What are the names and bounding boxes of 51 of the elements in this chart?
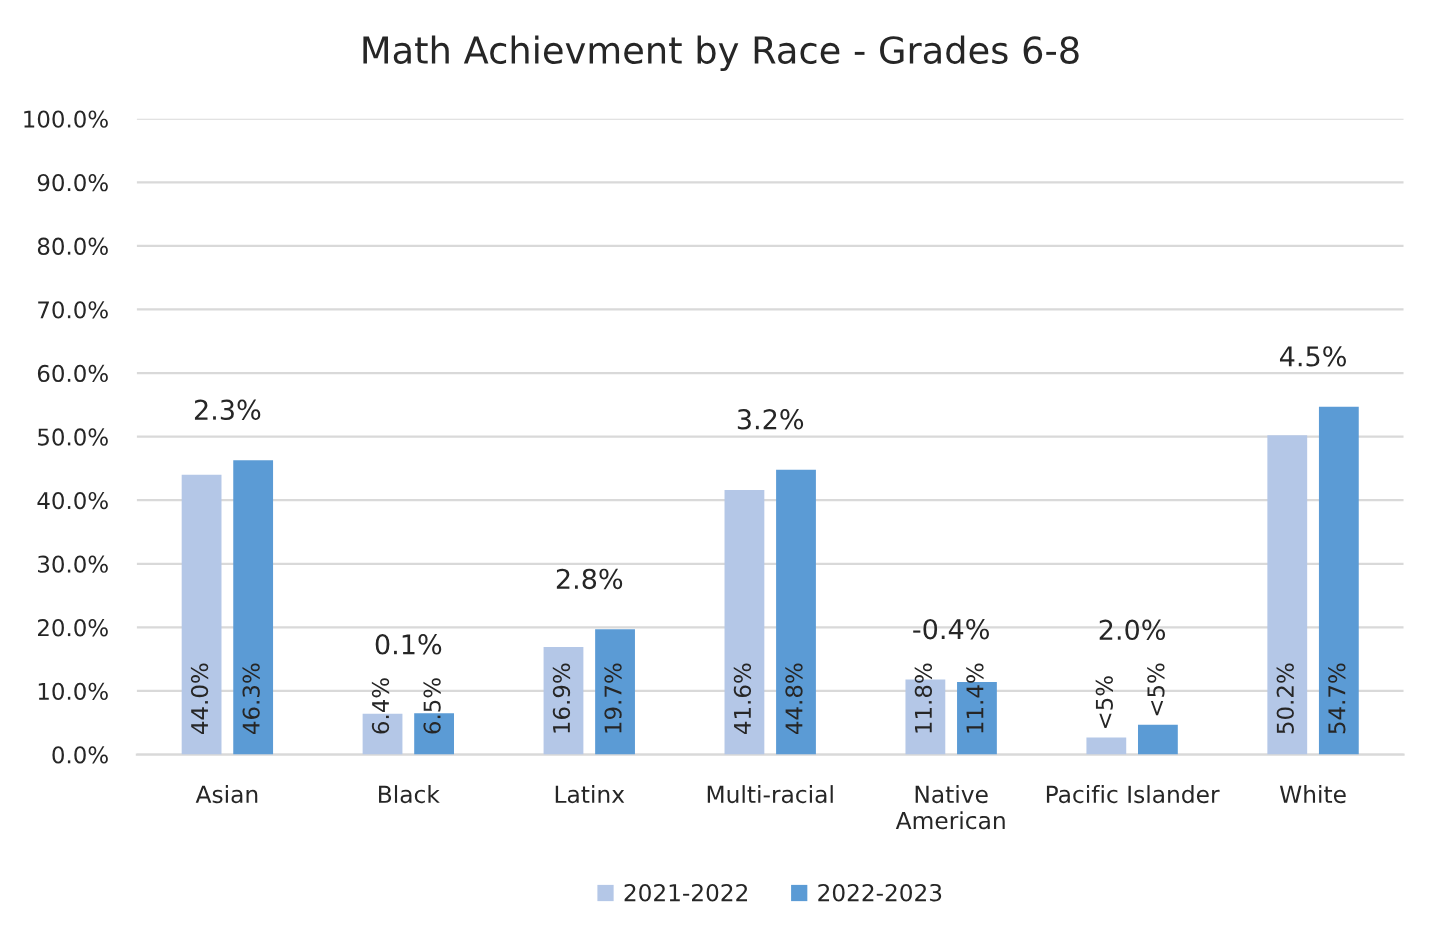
y-tick-label: 80.0% xyxy=(37,237,108,255)
y-tick-label: 90.0% xyxy=(37,174,108,192)
annotation: 3.2% xyxy=(737,409,804,430)
bar xyxy=(1086,737,1127,755)
legend-label: 2022-2023 xyxy=(818,883,942,902)
annotation: 0.1% xyxy=(375,634,442,655)
x-tick-label: Black xyxy=(379,785,440,804)
x-tick-label: Pacific Islander xyxy=(1046,785,1220,804)
annotation: 2.0% xyxy=(1099,619,1166,641)
x-tick-label: Asian xyxy=(195,785,258,804)
data-label: 50.2% xyxy=(1276,663,1294,734)
bar xyxy=(1267,435,1308,755)
y-tick-label: 100.0% xyxy=(24,110,108,128)
y-tick-label: 40.0% xyxy=(37,491,108,510)
data-label: <5% xyxy=(1147,663,1165,716)
data-label: 16.9% xyxy=(552,663,571,733)
data-label: 54.7% xyxy=(1328,663,1346,734)
annotation: 4.5% xyxy=(1279,346,1346,367)
legend-label: 2021-2022 xyxy=(624,883,748,902)
data-label: 6.4% xyxy=(371,678,390,734)
y-tick-label: 0.0% xyxy=(52,746,108,764)
x-tick-label: Native American xyxy=(895,785,1005,830)
data-label: 41.6% xyxy=(733,663,752,734)
bar xyxy=(233,460,274,755)
data-label: <5% xyxy=(1095,676,1113,729)
y-tick-label: 30.0% xyxy=(38,555,108,573)
data-label: 11.8% xyxy=(914,663,933,733)
bar xyxy=(181,474,222,755)
annotation: 2.8% xyxy=(556,568,623,590)
bar xyxy=(1318,406,1359,755)
data-label: 44.8% xyxy=(785,663,803,734)
bar xyxy=(776,469,816,755)
chart-title: Math Achievment by Race - Grades 6-8 xyxy=(363,35,1079,72)
y-tick-label: 10.0% xyxy=(38,682,108,700)
data-label: 46.3% xyxy=(242,663,260,734)
y-tick-label: 50.0% xyxy=(38,428,108,446)
x-tick-label: White xyxy=(1279,785,1346,804)
annotation: 2.3% xyxy=(194,399,261,421)
y-tick-label: 60.0% xyxy=(37,364,108,383)
y-tick-label: 70.0% xyxy=(38,301,108,319)
data-label: 11.4% xyxy=(966,663,984,733)
data-label: 19.7% xyxy=(604,663,622,733)
bar xyxy=(1137,724,1178,755)
data-label: 44.0% xyxy=(190,663,209,734)
annotation: -0.4% xyxy=(913,618,989,640)
data-label: 6.5% xyxy=(423,678,441,734)
x-tick-label: Latinx xyxy=(555,785,625,804)
bar xyxy=(724,490,765,755)
x-tick-label: Multi-racial xyxy=(707,785,833,804)
y-tick-label: 20.0% xyxy=(38,619,108,637)
bar xyxy=(595,629,635,755)
